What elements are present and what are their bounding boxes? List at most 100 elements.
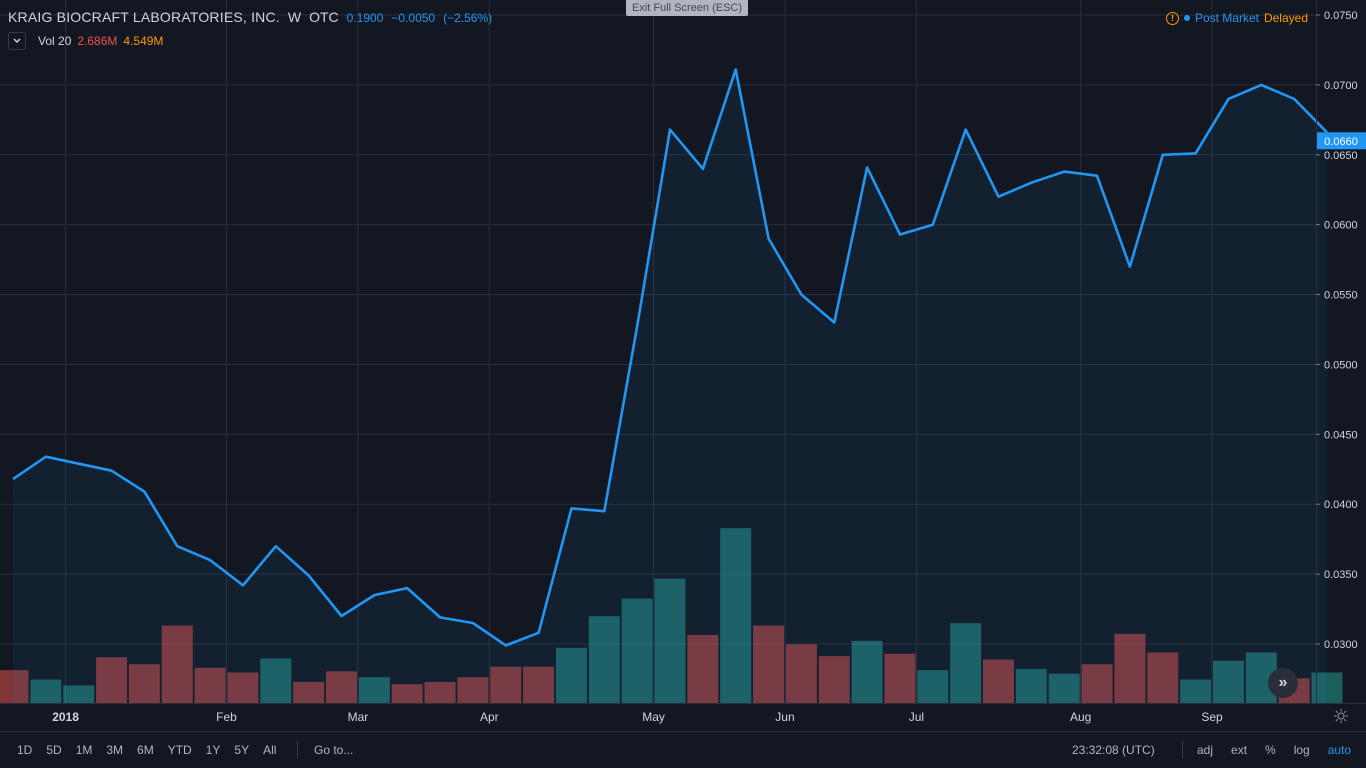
exit-fullscreen-button[interactable]: Exit Full Screen (ESC) <box>626 0 748 16</box>
delayed-badge: Delayed <box>1263 11 1308 25</box>
volume-bar <box>1212 660 1244 703</box>
symbol-name: KRAIG BIOCRAFT LABORATORIES, INC. <box>8 9 280 25</box>
scale-options: adj ext % log auto <box>1197 743 1351 757</box>
range-ytd-button[interactable]: YTD <box>167 743 192 757</box>
volume-value: 2.686M <box>77 34 118 48</box>
range-all-button[interactable]: All <box>263 743 277 757</box>
date-range-selector: 1D 5D 1M 3M 6M YTD 1Y 5Y All <box>17 743 290 757</box>
volume-bar <box>917 670 949 703</box>
price-change-percent: (−2.56%) <box>443 11 493 25</box>
volume-bar <box>1180 679 1212 703</box>
auto-scale-toggle[interactable]: auto <box>1327 743 1352 757</box>
volume-bar <box>785 644 817 703</box>
volume-bar <box>950 623 982 703</box>
range-1m-button[interactable]: 1M <box>75 743 93 757</box>
volume-bar <box>720 528 752 703</box>
double-chevron-right-icon: » <box>1278 674 1288 691</box>
volume-bar <box>96 657 128 703</box>
market-status[interactable]: ! Post Market Delayed <box>1165 11 1308 25</box>
price-axis[interactable]: 0.0750 0.0700 0.0650 0.0600 0.0550 0.0500 0.04… <box>1316 10 1358 651</box>
price-tick-label: 0.0550 <box>1324 290 1358 302</box>
volume-bar <box>1015 668 1047 703</box>
volume-bar <box>1048 673 1080 703</box>
volume-bar <box>753 625 785 703</box>
volume-bar <box>358 677 390 703</box>
percent-toggle[interactable]: % <box>1265 743 1276 757</box>
volume-bar <box>30 679 62 703</box>
volume-bar <box>326 671 357 703</box>
grid <box>0 0 1316 703</box>
volume-bar <box>194 667 226 703</box>
volume-bar <box>851 640 883 703</box>
volume-bar <box>424 681 456 703</box>
time-tick-label: Jun <box>775 710 794 724</box>
chart-settings-button[interactable] <box>1331 706 1351 726</box>
volume-bar <box>63 685 95 703</box>
volume-bar <box>588 616 620 703</box>
volume-bar <box>161 625 193 703</box>
volume-ma-value: 4.549M <box>123 34 164 48</box>
time-tick-label: Apr <box>480 710 499 724</box>
scroll-to-realtime-button[interactable]: » <box>1268 668 1298 698</box>
price-area <box>13 69 1327 703</box>
price-tick-label: 0.0650 <box>1324 150 1358 162</box>
volume-bars <box>0 528 1343 703</box>
collapse-legend-button[interactable] <box>8 32 26 50</box>
volume-bar <box>128 664 160 703</box>
time-tick-label: Feb <box>216 710 237 724</box>
price-change: −0.0050 <box>391 11 436 25</box>
warning-icon[interactable]: ! <box>1165 11 1179 25</box>
price-tick-label: 0.0300 <box>1324 639 1358 651</box>
volume-bar <box>818 656 850 703</box>
ext-toggle[interactable]: ext <box>1231 743 1248 757</box>
volume-bar <box>227 672 259 703</box>
volume-bar <box>654 578 686 703</box>
volume-label: Vol 20 <box>38 34 72 48</box>
range-5y-button[interactable]: 5Y <box>234 743 250 757</box>
range-1y-button[interactable]: 1Y <box>205 743 221 757</box>
volume-bar <box>0 670 29 703</box>
volume-bar <box>555 647 587 703</box>
current-price-label: 0.0660 <box>1317 132 1366 150</box>
volume-bar <box>621 598 653 703</box>
volume-bar <box>983 659 1014 703</box>
time-tick-label: Mar <box>348 710 369 724</box>
divider <box>1182 741 1183 759</box>
chart[interactable]: 0.0750 0.0700 0.0650 0.0600 0.0550 0.0500 0.04… <box>0 0 1366 731</box>
gear-icon <box>1334 709 1348 723</box>
volume-bar <box>457 677 489 703</box>
goto-date-button[interactable]: Go to... <box>314 743 354 757</box>
chevron-down-icon <box>13 38 21 43</box>
bottom-toolbar: 1D 5D 1M 3M 6M YTD 1Y 5Y All Go to... 23… <box>0 731 1366 768</box>
volume-legend: Vol 20 2.686M 4.549M <box>8 32 163 50</box>
symbol-legend[interactable]: KRAIG BIOCRAFT LABORATORIES, INC. W OTC … <box>8 9 492 25</box>
status-dot-icon <box>1183 15 1190 21</box>
time-tick-label: 2018 <box>52 710 79 724</box>
price-tick-label: 0.0600 <box>1324 220 1358 232</box>
session-status: Post Market <box>1194 11 1259 25</box>
adj-toggle[interactable]: adj <box>1197 743 1214 757</box>
volume-bar <box>1114 633 1146 703</box>
time-tick-label: Sep <box>1201 710 1223 724</box>
volume-bar <box>1081 664 1113 703</box>
volume-bar <box>884 653 916 703</box>
utc-clock[interactable]: 23:32:08 (UTC) <box>1072 743 1155 757</box>
range-1d-button[interactable]: 1D <box>17 743 33 757</box>
volume-bar <box>260 658 292 703</box>
price-line <box>12 68 1328 647</box>
range-5d-button[interactable]: 5D <box>46 743 62 757</box>
range-3m-button[interactable]: 3M <box>106 743 124 757</box>
volume-bar <box>523 666 555 703</box>
time-tick-label: Aug <box>1070 710 1091 724</box>
log-toggle[interactable]: log <box>1293 743 1310 757</box>
price-tick-label: 0.0750 <box>1324 10 1358 22</box>
price-tick-label: 0.0500 <box>1324 359 1358 371</box>
volume-bar <box>1147 652 1179 703</box>
range-6m-button[interactable]: 6M <box>137 743 154 757</box>
time-axis[interactable]: 2018 Feb Mar Apr May Jun Jul Aug Sep <box>52 710 1223 724</box>
price-tick-label: 0.0700 <box>1324 80 1358 92</box>
interval-label: W <box>287 9 302 25</box>
volume-bar <box>687 634 719 703</box>
divider <box>297 741 298 759</box>
last-price: 0.1900 <box>346 11 384 25</box>
